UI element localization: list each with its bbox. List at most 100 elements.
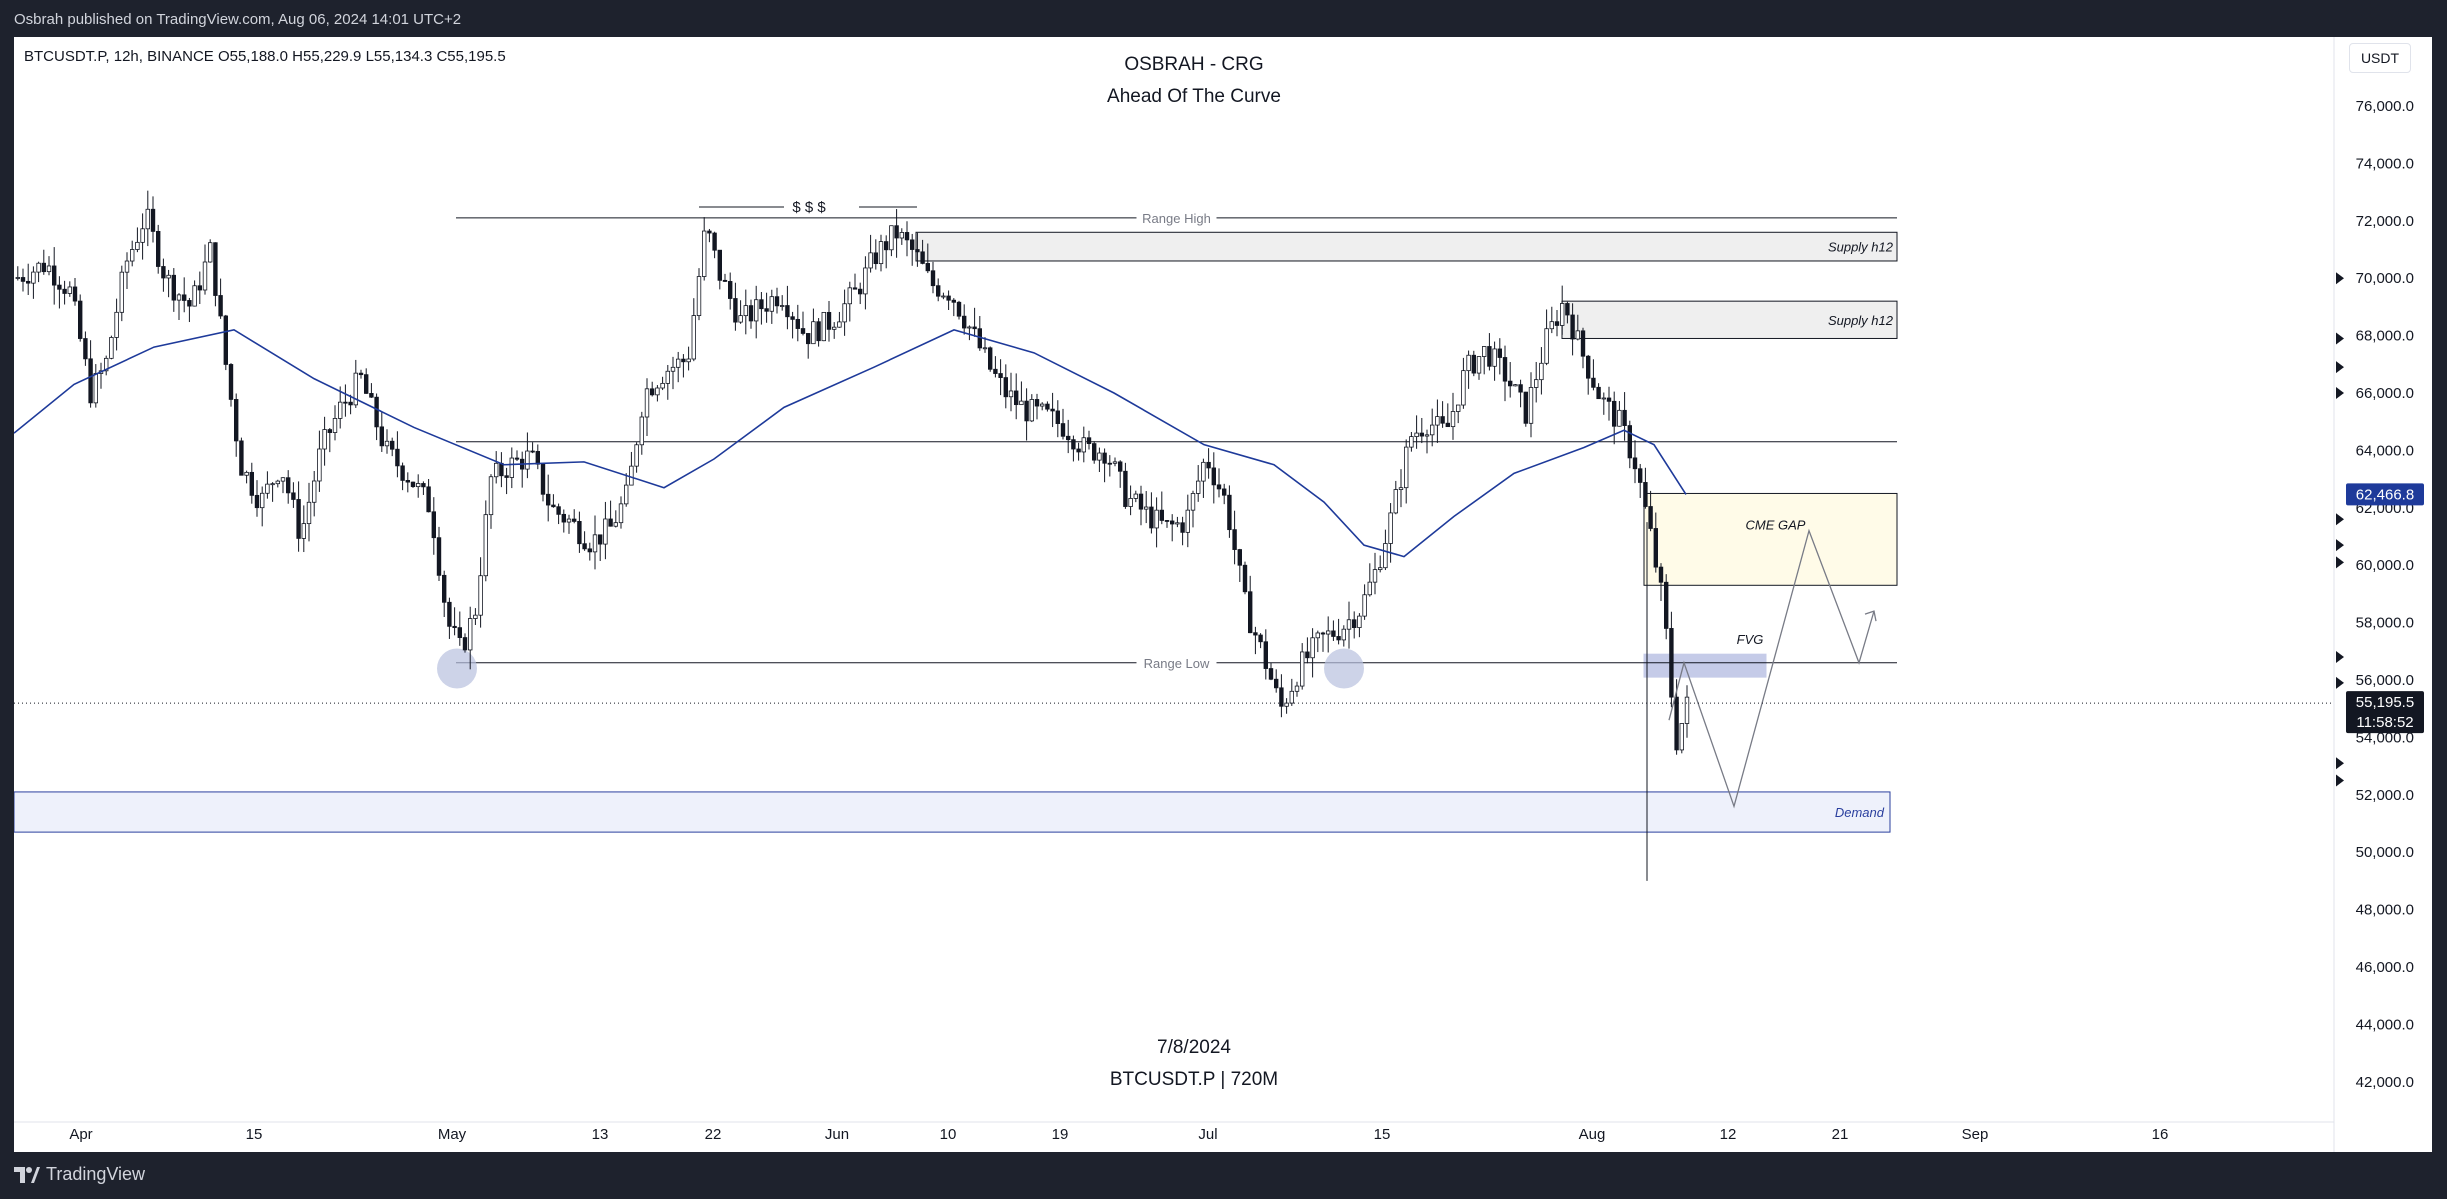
- candle-body: [119, 271, 124, 313]
- candle-body: [1383, 543, 1388, 569]
- candle-body: [327, 429, 332, 433]
- price-tick-label: 42,000.0: [2356, 1074, 2414, 1091]
- candle-body: [1232, 529, 1237, 550]
- tradingview-brand: TradingView: [46, 1164, 146, 1184]
- candle-body: [421, 483, 426, 488]
- currency-button[interactable]: USDT: [2349, 43, 2411, 73]
- candle-body: [748, 305, 754, 322]
- candle-body: [395, 448, 400, 467]
- candle-body: [1300, 651, 1305, 687]
- candle-body: [1606, 397, 1612, 402]
- candle-body: [223, 315, 228, 365]
- candle-body: [462, 637, 468, 651]
- candle-body: [1112, 461, 1118, 464]
- chart-pane[interactable]: 76,000.0 74,000.0 72,000.0 70,000.0 68,000.0…: [14, 37, 2432, 1152]
- candle-body: [1404, 446, 1409, 489]
- candle-body: [348, 401, 353, 406]
- candle-body: [1154, 509, 1159, 529]
- candle-body: [1289, 690, 1294, 704]
- range-high-line-label: Range High: [1142, 211, 1211, 226]
- candle-body: [717, 249, 722, 281]
- candle-body: [114, 311, 119, 338]
- candle-body: [592, 534, 598, 553]
- supply-zone-2-label: Supply h12: [1828, 313, 1894, 328]
- candle-body: [1175, 522, 1180, 525]
- candle-body: [988, 347, 993, 370]
- sweep-circle-2: [1324, 648, 1364, 689]
- last-price-tag-label: 55,195.5: [2356, 694, 2414, 711]
- candle-body: [904, 232, 910, 241]
- candle-body: [213, 242, 218, 296]
- candle-body: [1279, 687, 1284, 707]
- tradingview-logo[interactable]: TradingView: [14, 1164, 145, 1185]
- alert-marker-icon[interactable]: [2336, 361, 2344, 374]
- candle-body: [1034, 399, 1040, 407]
- symbol-legend: BTCUSDT.P, 12h, BINANCE O55,188.0 H55,22…: [24, 48, 506, 65]
- candle-body: [858, 288, 863, 295]
- alert-marker-icon[interactable]: [2336, 757, 2344, 770]
- alert-marker-icon[interactable]: [2336, 272, 2344, 285]
- candle-body: [1123, 470, 1128, 507]
- candle-body: [176, 294, 182, 301]
- candle-body: [1591, 377, 1596, 388]
- candle-body: [1357, 615, 1362, 628]
- candle-body: [941, 295, 946, 298]
- candle-body: [1674, 696, 1679, 751]
- candle-body: [1268, 668, 1274, 680]
- alert-marker-icon[interactable]: [2336, 513, 2344, 526]
- time-tick-label: 13: [592, 1126, 609, 1143]
- candle-body: [556, 506, 561, 515]
- candle-body: [285, 477, 291, 494]
- candle-body: [1627, 425, 1632, 459]
- candle-body: [301, 523, 306, 539]
- candle-body: [78, 300, 83, 339]
- candle-body: [566, 518, 572, 523]
- candle-body: [769, 296, 774, 312]
- candle-body: [233, 399, 239, 442]
- candle-body: [311, 480, 317, 503]
- candle-body: [1133, 493, 1138, 499]
- candle-body: [155, 231, 161, 267]
- candle-body: [1549, 321, 1554, 330]
- candle-body: [410, 481, 416, 488]
- candle-body: [634, 444, 639, 467]
- watermark-date: 7/8/2024: [1157, 1037, 1231, 1058]
- alert-marker-icon[interactable]: [2336, 676, 2344, 689]
- candle-body: [504, 475, 509, 478]
- candle-body: [624, 484, 629, 505]
- candle-body: [639, 416, 644, 446]
- candle-body: [265, 483, 270, 494]
- alert-marker-icon[interactable]: [2336, 651, 2344, 664]
- candle-body: [493, 462, 499, 478]
- candle-body: [358, 372, 364, 376]
- candle-body: [1263, 641, 1268, 669]
- alert-marker-icon[interactable]: [2336, 556, 2344, 569]
- candle-body: [1482, 346, 1487, 357]
- candle-body: [722, 279, 728, 282]
- chart-canvas[interactable]: 76,000.0 74,000.0 72,000.0 70,000.0 68,000.0…: [14, 37, 2432, 1152]
- time-tick-label: 10: [940, 1126, 957, 1143]
- candle-body: [1107, 462, 1112, 465]
- candle-body: [332, 418, 338, 433]
- candle-body: [1144, 506, 1149, 510]
- candle-body: [280, 477, 286, 482]
- candle-body: [691, 315, 696, 360]
- candle-body: [842, 303, 847, 323]
- alert-marker-icon[interactable]: [2336, 387, 2344, 399]
- candle-body: [660, 382, 665, 389]
- candle-body: [1367, 581, 1372, 596]
- candle-body: [728, 281, 733, 299]
- candle-body: [1575, 330, 1580, 340]
- alert-marker-icon[interactable]: [2336, 774, 2344, 787]
- candle-body: [478, 575, 483, 616]
- alert-marker-icon[interactable]: [2336, 332, 2344, 345]
- candle-body: [1118, 461, 1123, 472]
- candle-body: [473, 614, 478, 619]
- candle-body: [847, 287, 852, 305]
- candle-body: [1216, 484, 1222, 490]
- candle-body: [1066, 435, 1071, 441]
- candle-body: [187, 300, 192, 307]
- alert-marker-icon[interactable]: [2336, 539, 2344, 552]
- candle-body: [1523, 391, 1528, 424]
- tradingview-logo-icon: [14, 1166, 40, 1183]
